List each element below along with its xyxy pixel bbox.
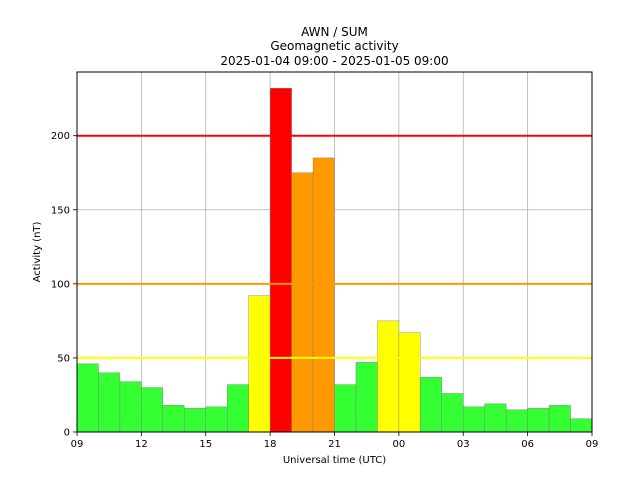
y-tick-label: 0 [64,428,70,439]
y-tick-label: 50 [57,353,70,364]
bar-14 [184,408,206,433]
bar-15 [205,406,228,433]
bar-04 [484,403,507,433]
bar-17 [248,295,271,433]
bar-06 [527,408,550,433]
title-line-1: AWN / SUM [301,25,368,39]
x-tick-label: 09 [586,439,599,450]
bar-10 [98,372,121,433]
bar-12 [141,387,164,433]
bar-00 [398,332,421,433]
bar-09 [76,363,99,433]
x-tick-label: 03 [457,439,470,450]
bar-21 [334,384,357,433]
x-tick-label: 06 [521,439,534,450]
y-tick-label: 150 [51,205,70,216]
y-tick-label: 200 [51,131,70,142]
x-tick-label: 12 [135,439,148,450]
bar-20 [312,157,335,433]
x-tick-label: 15 [199,439,212,450]
bar-07 [548,405,571,433]
y-axis-label: Activity (nT) [32,221,43,282]
bar-08 [570,418,593,433]
bar-01 [420,376,442,433]
bar-19 [291,172,314,433]
bar-16 [227,384,249,433]
title-line-2: Geomagnetic activity [270,39,398,53]
y-tick-label: 100 [51,279,70,290]
bar-13 [162,405,185,433]
x-tick-label: 18 [264,439,277,450]
bars [76,88,593,433]
bar-03 [463,406,485,433]
chart-title: AWN / SUM Geomagnetic activity 2025-01-0… [220,25,448,68]
bar-05 [505,409,528,433]
bar-18 [269,88,292,433]
bar-11 [119,381,142,433]
y-axis-ticks: 0 50 100 150 200 [51,131,77,439]
x-tick-label: 21 [328,439,341,450]
bar-22 [355,362,378,433]
bar-23 [377,320,400,433]
threshold-lines [77,134,592,359]
x-tick-label: 00 [393,439,406,450]
title-line-3: 2025-01-04 09:00 - 2025-01-05 09:00 [220,54,448,68]
x-axis-label: Universal time (UTC) [283,455,386,466]
x-tick-label: 09 [71,439,84,450]
x-axis-ticks: 09 12 15 18 21 00 03 06 09 [71,432,599,450]
bar-02 [441,393,464,433]
